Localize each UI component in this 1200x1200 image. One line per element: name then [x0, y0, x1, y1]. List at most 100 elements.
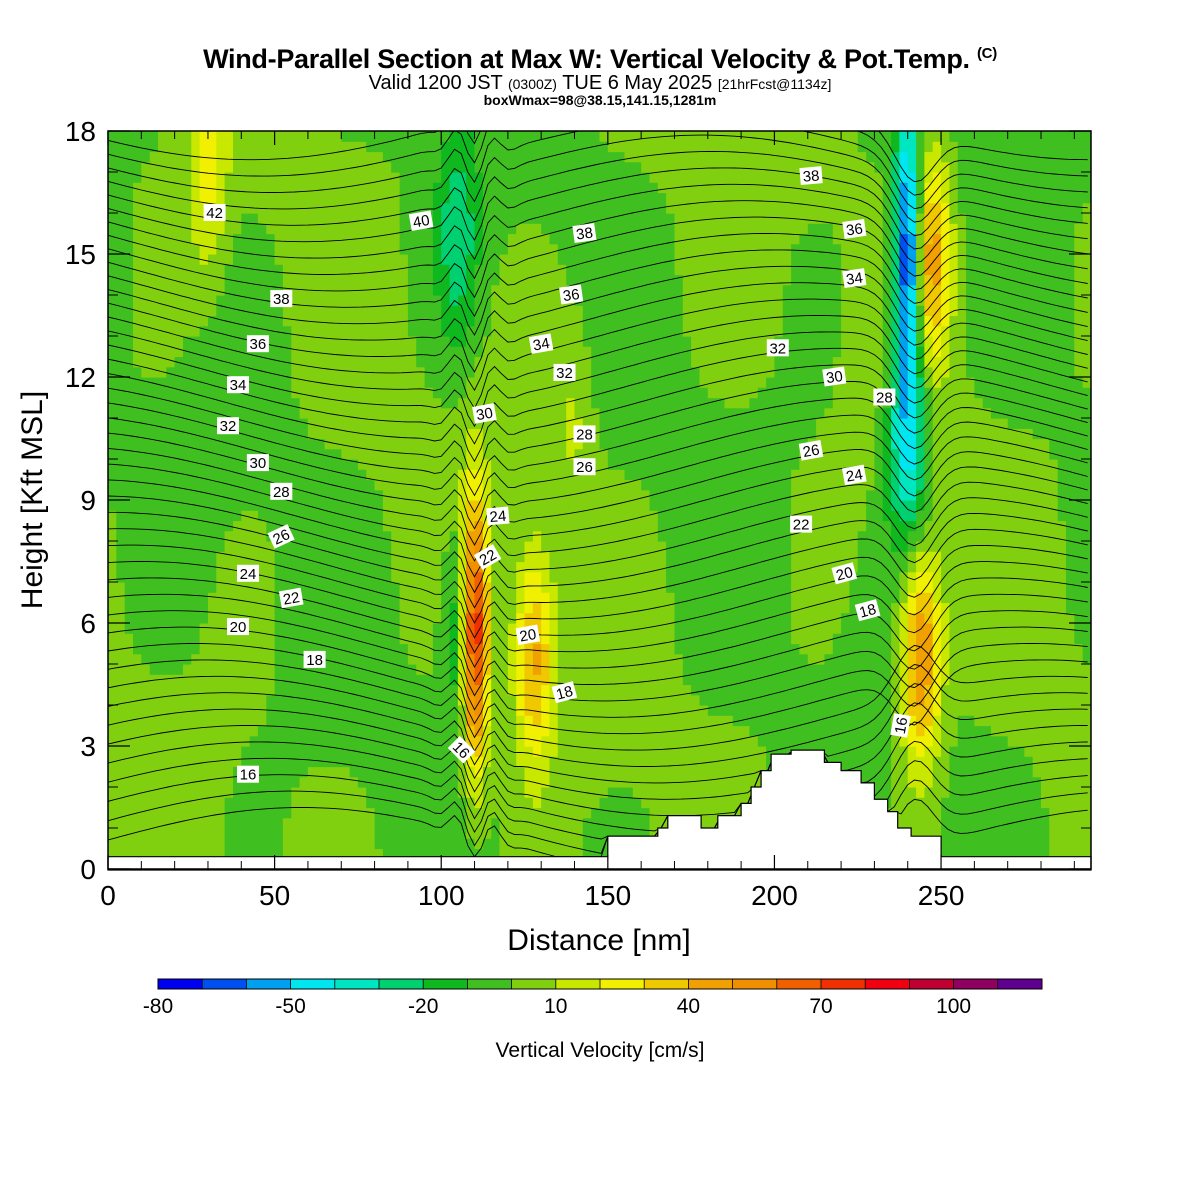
velocity-cell: [349, 438, 359, 450]
velocity-cell: [591, 500, 601, 511]
velocity-cell: [366, 746, 376, 757]
velocity-cell: [183, 551, 192, 563]
velocity-cell: [407, 233, 417, 245]
velocity-cell: [208, 141, 217, 153]
velocity-cell: [599, 694, 609, 706]
velocity-cell: [466, 561, 476, 573]
velocity-cell: [541, 202, 551, 214]
velocity-cell: [407, 766, 417, 778]
velocity-cell: [557, 479, 567, 491]
velocity-cell: [424, 530, 434, 542]
velocity-cell: [124, 366, 134, 378]
velocity-cell: [291, 254, 301, 265]
velocity-cell: [632, 612, 642, 624]
velocity-cell: [491, 694, 501, 706]
velocity-cell: [657, 489, 667, 501]
velocity-cell: [391, 182, 401, 194]
velocity-cell: [566, 705, 576, 716]
velocity-cell: [357, 448, 367, 460]
velocity-cell: [491, 489, 501, 501]
velocity-cell: [666, 377, 675, 388]
velocity-cell: [316, 243, 326, 255]
velocity-cell: [666, 694, 675, 706]
velocity-cell: [208, 356, 217, 368]
velocity-cell: [449, 602, 459, 614]
velocity-cell: [282, 254, 292, 265]
velocity-cell: [291, 295, 301, 306]
velocity-cell: [641, 500, 651, 511]
velocity-cell: [532, 274, 542, 286]
velocity-cell: [424, 756, 434, 768]
velocity-cell: [432, 243, 442, 255]
velocity-cell: [632, 428, 642, 440]
velocity-cell: [216, 715, 226, 727]
velocity-cell: [549, 807, 559, 819]
velocity-cell: [557, 766, 567, 778]
velocity-cell: [108, 295, 117, 306]
velocity-cell: [199, 356, 209, 368]
velocity-cell: [349, 664, 359, 675]
velocity-cell: [116, 756, 126, 768]
velocity-cell: [466, 428, 476, 440]
velocity-cell: [557, 602, 567, 614]
velocity-cell: [149, 141, 159, 153]
velocity-cell: [324, 315, 334, 327]
velocity-cell: [299, 233, 309, 245]
velocity-cell: [666, 233, 675, 245]
velocity-cell: [532, 264, 542, 276]
velocity-cell: [566, 428, 576, 440]
velocity-cell: [116, 776, 126, 788]
velocity-cell: [632, 233, 642, 245]
velocity-cell: [599, 346, 609, 358]
velocity-cell: [208, 510, 217, 522]
velocity-cell: [449, 161, 459, 173]
velocity-cell: [532, 643, 542, 655]
velocity-cell: [599, 705, 609, 716]
velocity-cell: [391, 766, 401, 778]
velocity-cell: [257, 551, 267, 563]
velocity-cell: [507, 602, 517, 614]
velocity-cell: [108, 356, 117, 368]
velocity-cell: [133, 735, 142, 747]
velocity-cell: [116, 469, 126, 481]
velocity-cell: [208, 725, 217, 737]
velocity-cell: [257, 633, 267, 645]
velocity-cell: [341, 612, 351, 624]
velocity-cell: [282, 735, 292, 747]
velocity-cell: [249, 828, 259, 839]
velocity-cell: [141, 428, 151, 440]
velocity-cell: [399, 387, 409, 399]
velocity-cell: [466, 694, 476, 706]
velocity-cell: [116, 387, 126, 399]
velocity-cell: [399, 776, 409, 788]
velocity-cell: [282, 336, 292, 347]
velocity-cell: [341, 489, 351, 501]
velocity-cell: [516, 500, 526, 511]
velocity-cell: [574, 838, 584, 850]
velocity-cell: [416, 705, 426, 716]
velocity-cell: [174, 602, 184, 614]
velocity-cell: [457, 561, 467, 573]
velocity-cell: [532, 602, 542, 614]
velocity-cell: [399, 407, 409, 419]
velocity-cell: [341, 479, 351, 491]
velocity-cell: [516, 264, 526, 276]
velocity-cell: [108, 602, 117, 614]
velocity-cell: [466, 479, 476, 491]
velocity-cell: [191, 684, 201, 696]
velocity-cell: [649, 325, 659, 337]
velocity-cell: [282, 161, 292, 173]
velocity-cell: [166, 674, 176, 686]
velocity-cell: [516, 151, 526, 163]
velocity-cell: [657, 776, 667, 788]
velocity-cell: [174, 151, 184, 163]
velocity-cell: [191, 694, 201, 706]
velocity-cell: [391, 725, 401, 737]
velocity-cell: [174, 233, 184, 245]
velocity-cell: [249, 592, 259, 604]
velocity-cell: [482, 428, 492, 440]
velocity-cell: [441, 223, 451, 235]
velocity-cell: [299, 366, 309, 378]
velocity-cell: [166, 633, 176, 645]
velocity-cell: [516, 612, 526, 624]
